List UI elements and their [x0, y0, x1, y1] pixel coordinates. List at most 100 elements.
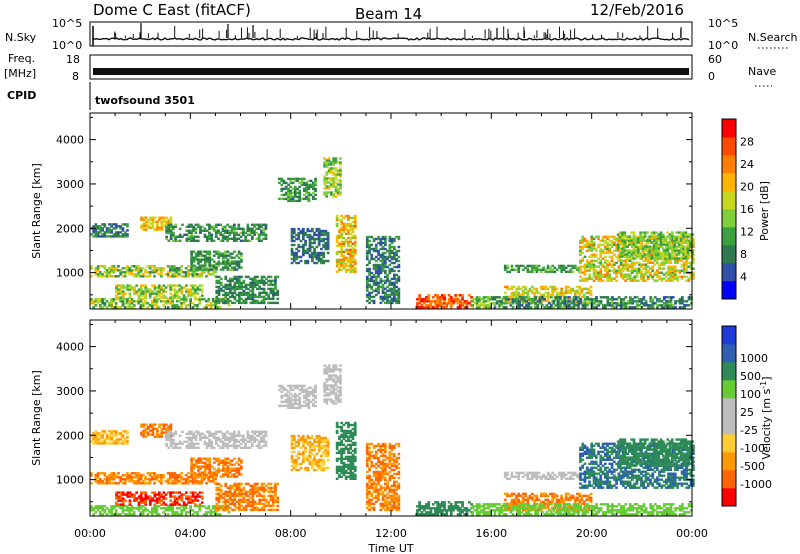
heatmap-cell — [199, 231, 202, 234]
heatmap-cell — [215, 291, 219, 295]
heatmap-cell — [169, 476, 172, 479]
heatmap-cell — [257, 227, 261, 230]
heatmap-cell — [685, 245, 688, 248]
heatmap-cell — [388, 243, 392, 247]
heatmap-cell — [108, 227, 111, 230]
heatmap-cell — [628, 243, 631, 246]
heatmap-cell — [240, 297, 243, 301]
heatmap-cell — [637, 249, 640, 252]
heatmap-cell — [342, 236, 346, 240]
heatmap-cell — [683, 263, 686, 266]
heatmap-cell — [99, 442, 102, 445]
heatmap-cell — [191, 493, 195, 496]
heatmap-cell — [386, 279, 389, 283]
heatmap-cell — [632, 231, 636, 234]
heatmap-cell — [395, 293, 398, 297]
heatmap-cell — [601, 257, 605, 260]
heatmap-cell — [151, 431, 155, 434]
heatmap-cell — [590, 298, 594, 301]
heatmap-cell — [148, 497, 152, 500]
heatmap-cell — [684, 249, 688, 252]
heatmap-cell — [634, 253, 638, 256]
heatmap-cell — [198, 491, 202, 494]
heatmap-cell — [666, 253, 670, 256]
heatmap-cell — [181, 235, 184, 238]
heatmap-cell — [153, 265, 156, 268]
heatmap-cell — [110, 231, 113, 234]
heatmap-cell — [347, 258, 350, 262]
heatmap-cell — [121, 300, 125, 303]
heatmap-cell — [597, 257, 600, 260]
heatmap-cell — [178, 476, 181, 479]
heatmap-cell — [132, 300, 136, 303]
heatmap-cell — [589, 289, 593, 293]
nsky-strip-frame — [89, 21, 693, 47]
heatmap-cell — [425, 304, 428, 307]
heatmap-cell — [658, 245, 661, 248]
heatmap-cell — [601, 263, 605, 266]
heatmap-cell — [205, 513, 208, 516]
heatmap-cell — [123, 513, 127, 516]
heatmap-cell — [178, 300, 181, 303]
heatmap-cell — [108, 482, 111, 485]
heatmap-cell — [115, 493, 118, 496]
heatmap-cell — [531, 291, 534, 295]
heatmap-cell — [183, 233, 186, 236]
heatmap-cell — [94, 480, 98, 483]
heatmap-cell — [303, 177, 306, 181]
heatmap-cell — [110, 472, 113, 475]
heatmap-cell — [304, 251, 307, 255]
heatmap-cell — [178, 233, 182, 236]
heatmap-cell — [339, 185, 342, 188]
heatmap-cell — [320, 251, 323, 255]
heatmap-cell — [99, 436, 102, 439]
heatmap-cell — [642, 253, 645, 256]
heatmap-cell — [137, 302, 141, 305]
heatmap-cell — [386, 297, 389, 301]
heatmap-cell — [160, 431, 164, 434]
heatmap-cell — [217, 262, 221, 265]
heatmap-cell — [239, 235, 243, 238]
heatmap-cell — [630, 249, 633, 252]
heatmap-cell — [335, 270, 339, 273]
heatmap-cell — [219, 281, 223, 285]
heatmap-cell — [237, 250, 241, 253]
heatmap-cell — [99, 513, 102, 516]
heatmap-cell — [639, 239, 642, 242]
heatmap-cell — [171, 505, 174, 508]
heatmap-cell — [191, 513, 195, 516]
heatmap-cell — [224, 256, 227, 259]
heatmap-cell — [520, 296, 524, 299]
heatmap-cell — [388, 253, 392, 257]
heatmap-cell — [653, 255, 657, 258]
heatmap-cell — [578, 293, 582, 297]
heatmap-cell — [581, 306, 585, 309]
heatmap-cell — [99, 273, 102, 276]
heatmap-cell — [673, 275, 677, 278]
heatmap-cell — [153, 286, 157, 289]
heatmap-cell — [94, 507, 98, 510]
heatmap-cell — [638, 304, 641, 307]
heatmap-cell — [592, 237, 596, 240]
heatmap-cell — [151, 304, 154, 307]
heatmap-cell — [573, 266, 577, 270]
heatmap-cell — [253, 283, 257, 287]
heatmap-cell — [224, 299, 228, 303]
heatmap-cell — [271, 301, 275, 305]
heatmap-cell — [528, 287, 532, 291]
heatmap-cell — [158, 228, 161, 231]
heatmap-cell — [182, 493, 186, 496]
heatmap-cell — [637, 251, 640, 254]
heatmap-cell — [655, 269, 659, 272]
heatmap-cell — [151, 507, 154, 510]
heatmap-cell — [190, 252, 193, 255]
heatmap-cell — [506, 264, 509, 268]
heatmap-cell — [141, 304, 145, 307]
heatmap-cell — [196, 493, 200, 496]
heatmap-cell — [246, 233, 250, 236]
heatmap-cell — [571, 266, 575, 270]
heatmap-cell — [199, 258, 203, 261]
heatmap-cell — [205, 267, 208, 270]
heatmap-cell — [525, 304, 528, 307]
heatmap-cell — [140, 423, 143, 426]
